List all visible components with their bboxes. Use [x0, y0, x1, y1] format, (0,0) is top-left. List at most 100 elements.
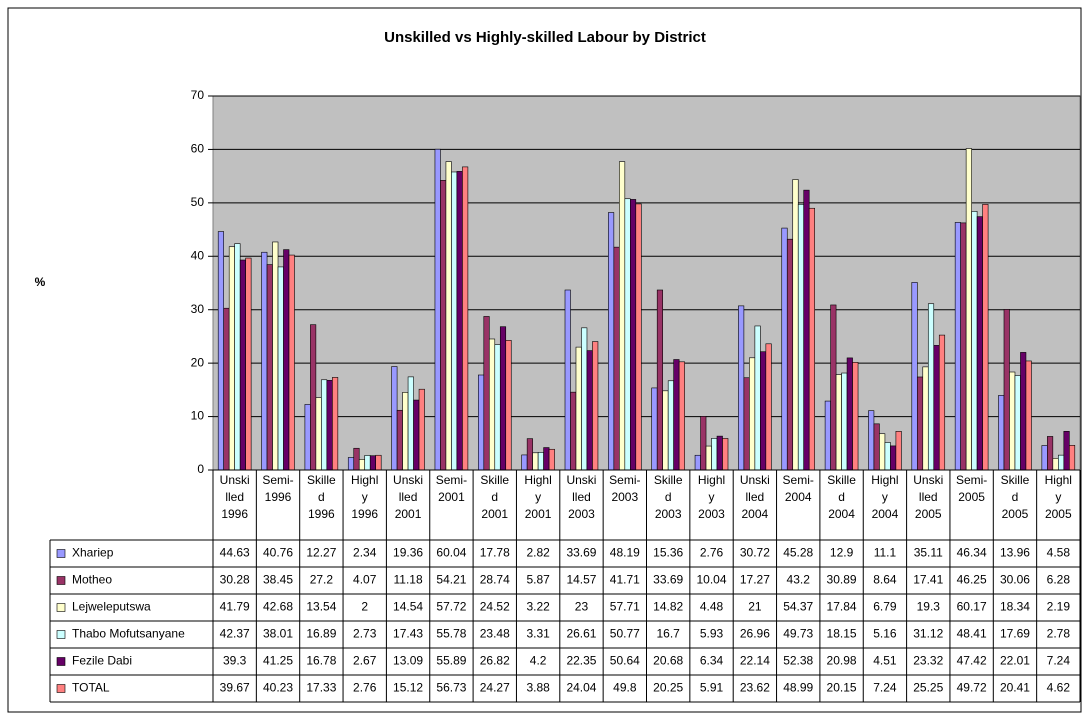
- table-value: 16.7: [656, 627, 680, 641]
- table-value: 22.14: [740, 654, 770, 668]
- table-value: 43.2: [787, 573, 811, 587]
- x-tick-label-box: Unskilled 2001: [393, 473, 424, 521]
- table-value: 42.68: [263, 600, 293, 614]
- bar: [651, 387, 658, 471]
- bar: [537, 452, 544, 471]
- bar: [310, 324, 317, 471]
- bar: [911, 282, 918, 471]
- bar: [245, 257, 252, 471]
- x-tick-label: Highly 2003: [697, 473, 726, 521]
- table-value: 41.79: [220, 600, 250, 614]
- bar: [239, 259, 246, 471]
- bar: [413, 399, 420, 471]
- table-value: 44.63: [220, 546, 250, 560]
- y-tick-label: 20: [191, 355, 205, 369]
- bar: [434, 148, 441, 471]
- bar: [266, 264, 273, 471]
- table-value: 12.27: [306, 546, 336, 560]
- table-value: 35.11: [914, 546, 943, 560]
- table-value: 2.19: [1047, 600, 1071, 614]
- bar: [678, 361, 685, 471]
- bar: [451, 171, 458, 471]
- bar: [705, 445, 712, 471]
- legend-label: Motheo: [72, 573, 112, 587]
- x-tick-label: Unskilled 2001: [393, 473, 424, 521]
- table-value: 2: [361, 600, 368, 614]
- table-value: 23.48: [480, 627, 510, 641]
- y-tick-label: 0: [197, 462, 204, 476]
- table-value: 15.12: [393, 681, 423, 695]
- x-tick-label: Highly 1996: [351, 473, 379, 521]
- legend-swatch: [56, 630, 66, 639]
- table-value: 14.54: [393, 600, 423, 614]
- bar: [369, 455, 377, 471]
- table-value: 33.69: [566, 546, 596, 560]
- x-tick-label: Semi-2001: [435, 473, 468, 504]
- table-value: 4.48: [700, 600, 724, 614]
- bar: [483, 316, 490, 471]
- bar: [581, 327, 588, 471]
- table-value: 41.25: [263, 654, 293, 668]
- table-value: 11.1: [874, 546, 897, 560]
- bar: [228, 246, 235, 471]
- bar: [933, 345, 940, 471]
- y-axis-label: %: [35, 275, 46, 289]
- bar: [358, 459, 366, 471]
- table-value: 60.04: [436, 546, 466, 560]
- table-value: 3.88: [526, 681, 550, 695]
- table-value: 6.34: [700, 654, 724, 668]
- y-tick-label: 40: [191, 248, 205, 262]
- table-value: 49.8: [613, 681, 637, 695]
- bar: [965, 148, 972, 471]
- bar: [462, 166, 469, 471]
- x-tick-label: Semi-2005: [955, 473, 988, 504]
- bar: [824, 400, 831, 471]
- x-tick-label: Highly 2001: [524, 473, 552, 521]
- table-value: 40.76: [263, 546, 293, 560]
- table-value: 47.42: [957, 654, 987, 668]
- table-value: 7.24: [873, 681, 897, 695]
- bar: [1058, 454, 1065, 471]
- x-tick-label: Skilled 2004: [827, 473, 856, 521]
- bar: [694, 454, 701, 471]
- bar: [786, 238, 794, 471]
- table-value: 45.28: [783, 546, 813, 560]
- x-tick-label: Unskilled 2005: [913, 473, 944, 521]
- bar: [700, 416, 707, 471]
- table-value: 4.62: [1047, 681, 1071, 695]
- bar: [1041, 445, 1048, 471]
- bar: [613, 246, 620, 471]
- bar: [884, 442, 891, 471]
- chart-title: Unskilled vs Highly-skilled Labour by Di…: [384, 29, 706, 46]
- table-value: 23.32: [913, 654, 943, 668]
- x-tick-label-box: Highly 2004: [871, 473, 898, 521]
- x-tick-label: Semi-1996: [262, 473, 294, 504]
- x-tick-label-box: Highly 1996: [351, 473, 379, 521]
- legend-swatch: [56, 549, 66, 558]
- bar: [711, 438, 718, 471]
- bar: [575, 346, 582, 471]
- table-value: 38.45: [263, 573, 293, 587]
- table-value: 4.2: [530, 654, 547, 668]
- bar: [364, 455, 371, 471]
- x-tick-label: Semi-2003: [609, 473, 641, 504]
- bar: [494, 344, 501, 471]
- x-tick-label-box: Semi-2004: [782, 473, 814, 504]
- table-value: 30.06: [1000, 573, 1030, 587]
- bar: [548, 448, 555, 471]
- x-tick-label: Unskilled 2004: [739, 473, 770, 521]
- table-value: 56.73: [436, 681, 466, 695]
- x-tick-label: Unskilled 2003: [566, 473, 597, 521]
- x-tick-label: Semi-2004: [782, 473, 814, 504]
- bar: [765, 343, 772, 471]
- table-value: 26.82: [480, 654, 510, 668]
- table-value: 17.84: [827, 600, 857, 614]
- table-value: 22.01: [1000, 654, 1030, 668]
- table-value: 22.35: [566, 654, 596, 668]
- table-value: 26.61: [566, 627, 596, 641]
- x-tick-label-box: Skilled 2005: [1001, 473, 1030, 521]
- bar: [418, 388, 425, 471]
- bar: [619, 161, 626, 471]
- bar: [332, 377, 339, 471]
- table-value: 15.36: [653, 546, 683, 560]
